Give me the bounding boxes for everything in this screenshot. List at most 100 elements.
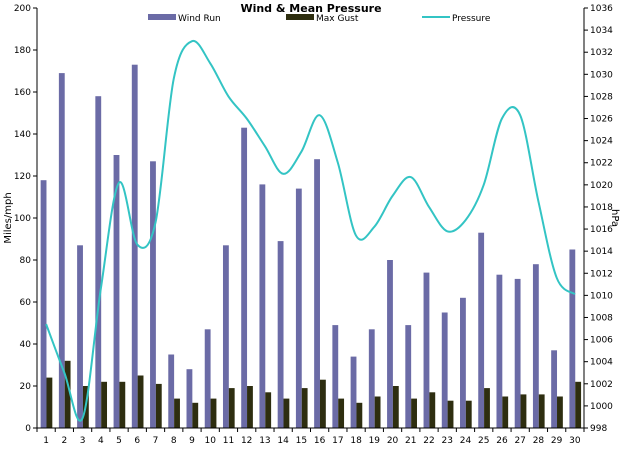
bar-max-gust	[484, 388, 490, 428]
x-tick-label: 4	[98, 436, 104, 446]
bar-wind-run	[423, 272, 430, 428]
x-tick-label: 21	[405, 436, 416, 446]
bar-wind-run	[332, 325, 339, 428]
bar-wind-run	[241, 127, 248, 428]
bar-max-gust	[64, 360, 71, 428]
x-tick-label: 9	[189, 436, 195, 446]
y-tick-left-label: 20	[20, 382, 32, 392]
y-tick-right-label: 1020	[590, 181, 613, 191]
bar-max-gust	[356, 402, 363, 428]
y-tick-right-label: 1034	[590, 26, 613, 36]
y-tick-right-label: 1028	[590, 92, 613, 102]
bar-max-gust	[119, 381, 126, 428]
x-tick-label: 13	[259, 436, 270, 446]
legend: Wind Run Max Gust Pressure	[148, 14, 491, 24]
bar-wind-run	[204, 329, 211, 428]
x-tick-label: 22	[423, 436, 434, 446]
bar-max-gust	[392, 386, 399, 428]
bar-max-gust	[429, 392, 436, 428]
bar-wind-run	[569, 249, 576, 428]
y-tick-right-label: 1014	[590, 247, 613, 257]
y-tick-left-label: 180	[14, 46, 31, 56]
bar-max-gust	[265, 392, 272, 428]
y-tick-right-label: 1032	[590, 48, 613, 58]
x-tick-label: 25	[478, 436, 489, 446]
x-tick-label: 23	[442, 436, 453, 446]
bar-wind-run	[150, 161, 156, 429]
y-tick-right-label: 1018	[590, 203, 613, 213]
y-tick-left-label: 100	[14, 214, 31, 224]
bar-wind-run	[168, 354, 175, 428]
y-tick-left-label: 140	[14, 130, 31, 140]
bar-max-gust	[520, 394, 527, 428]
pressure-line	[45, 39, 576, 422]
x-tick-label: 24	[460, 436, 472, 446]
x-tick-label: 30	[569, 436, 581, 446]
y-tick-right-label: 1004	[590, 358, 613, 368]
x-tick-label: 20	[387, 436, 399, 446]
x-tick-label: 18	[350, 436, 362, 446]
x-tick-label: 15	[296, 436, 307, 446]
y-tick-right-label: 1036	[590, 4, 613, 14]
bar-max-gust	[46, 377, 53, 428]
legend-swatch-wind-run	[148, 14, 176, 20]
bar-max-gust	[338, 398, 345, 428]
x-tick-label: 3	[80, 436, 86, 446]
bar-max-gust	[502, 396, 509, 428]
x-tick-label: 7	[153, 436, 159, 446]
x-tick-label: 28	[533, 436, 545, 446]
x-tick-label: 19	[369, 436, 381, 446]
legend-label-max-gust: Max Gust	[316, 14, 359, 24]
y-tick-left-label: 80	[20, 256, 32, 266]
bar-wind-run	[314, 159, 320, 428]
x-tick-label: 14	[277, 436, 289, 446]
bar-wind-run	[77, 245, 83, 428]
bar-wind-run	[277, 241, 284, 428]
y-tick-right-label: 998	[590, 424, 607, 434]
x-tick-label: 12	[241, 436, 252, 446]
x-tick-label: 1	[43, 436, 49, 446]
bar-wind-run	[460, 297, 466, 428]
x-tick-label: 16	[314, 436, 326, 446]
legend-label-pressure: Pressure	[452, 14, 491, 24]
x-tick-label: 10	[204, 436, 216, 446]
bar-max-gust	[247, 386, 253, 428]
x-tick-label: 17	[332, 436, 343, 446]
bar-wind-run	[496, 274, 503, 428]
bar-max-gust	[174, 398, 180, 428]
bar-wind-run	[368, 329, 375, 428]
y-tick-right-label: 1002	[590, 380, 613, 390]
legend-label-wind-run: Wind Run	[178, 14, 221, 24]
x-tick-label: 29	[551, 436, 563, 446]
y-tick-left-label: 40	[20, 340, 32, 350]
bar-max-gust	[575, 381, 582, 428]
bar-max-gust	[137, 375, 144, 428]
bar-wind-run	[113, 155, 120, 428]
y-tick-right-label: 1016	[590, 225, 613, 235]
bar-wind-run	[131, 64, 138, 428]
bar-wind-run	[295, 188, 302, 428]
chart-title: Wind & Mean Pressure	[240, 2, 381, 15]
bar-max-gust	[283, 398, 290, 428]
bar-wind-run	[40, 180, 47, 428]
bar-wind-run	[387, 260, 393, 428]
bar-wind-run	[350, 356, 357, 428]
y-tick-right-label: 1010	[590, 291, 613, 301]
bar-max-gust	[557, 396, 563, 428]
bar-max-gust	[228, 388, 235, 428]
pressure-line-layer	[45, 39, 576, 422]
y-tick-left-label: 200	[14, 4, 31, 14]
bar-max-gust	[447, 400, 454, 428]
y-tick-left-label: 0	[25, 424, 31, 434]
y-axis-left-label: Miles/mph	[3, 192, 14, 243]
y-tick-right-label: 1030	[590, 70, 613, 80]
bar-wind-run	[405, 325, 412, 428]
y-ticks-left: 0 20 40 60 80 100 120 140 160 180 200	[14, 4, 37, 434]
x-tick-label: 6	[134, 436, 140, 446]
bar-max-gust	[411, 398, 417, 428]
bar-max-gust	[465, 400, 472, 428]
bar-wind-run	[222, 245, 229, 428]
y-tick-right-label: 1006	[590, 336, 613, 346]
bar-wind-run	[58, 73, 65, 428]
y-tick-right-label: 1022	[590, 159, 613, 169]
